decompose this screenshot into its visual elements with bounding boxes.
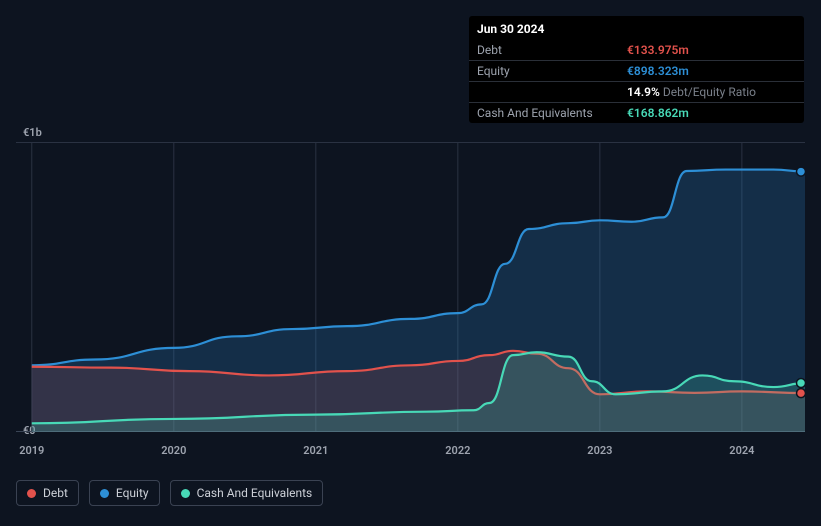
tooltip-row: Debt€133.975m (469, 40, 804, 61)
chart[interactable] (16, 142, 805, 432)
tooltip-row: 14.9%Debt/Equity Ratio (469, 82, 804, 103)
legend-label: Debt (43, 486, 68, 500)
legend-item[interactable]: Equity (89, 480, 160, 506)
tooltip-label (477, 86, 627, 98)
legend-dot-icon (27, 489, 36, 498)
x-axis: 2019 2020 2021 2022 2023 2024 (16, 444, 805, 460)
tooltip-label: Cash And Equivalents (477, 107, 627, 119)
tooltip-row: Cash And Equivalents€168.862m (469, 103, 804, 123)
tooltip: Jun 30 2024 Debt€133.975mEquity€898.323m… (469, 16, 804, 123)
tooltip-row: Equity€898.323m (469, 61, 804, 82)
x-axis-tick: 2019 (19, 444, 44, 457)
legend-item[interactable]: Cash And Equivalents (170, 480, 324, 506)
legend-dot-icon (181, 489, 190, 498)
tooltip-value: €133.975m (627, 44, 689, 56)
tooltip-value: €168.862m (627, 107, 689, 119)
tooltip-date: Jun 30 2024 (469, 16, 804, 40)
x-axis-tick: 2022 (445, 444, 470, 457)
tooltip-value: 14.9%Debt/Equity Ratio (627, 86, 756, 98)
x-axis-tick: 2021 (303, 444, 328, 457)
legend-label: Equity (116, 486, 149, 500)
x-axis-tick: 2020 (161, 444, 186, 457)
legend-dot-icon (100, 489, 109, 498)
x-axis-tick: 2023 (587, 444, 612, 457)
tooltip-label: Debt (477, 44, 627, 56)
legend: Debt Equity Cash And Equivalents (16, 480, 323, 506)
legend-item[interactable]: Debt (16, 480, 79, 506)
y-axis-label-top: €1b (23, 126, 42, 139)
legend-label: Cash And Equivalents (197, 486, 313, 500)
x-axis-tick: 2024 (729, 444, 754, 457)
tooltip-label: Equity (477, 65, 627, 77)
tooltip-value: €898.323m (627, 65, 689, 77)
